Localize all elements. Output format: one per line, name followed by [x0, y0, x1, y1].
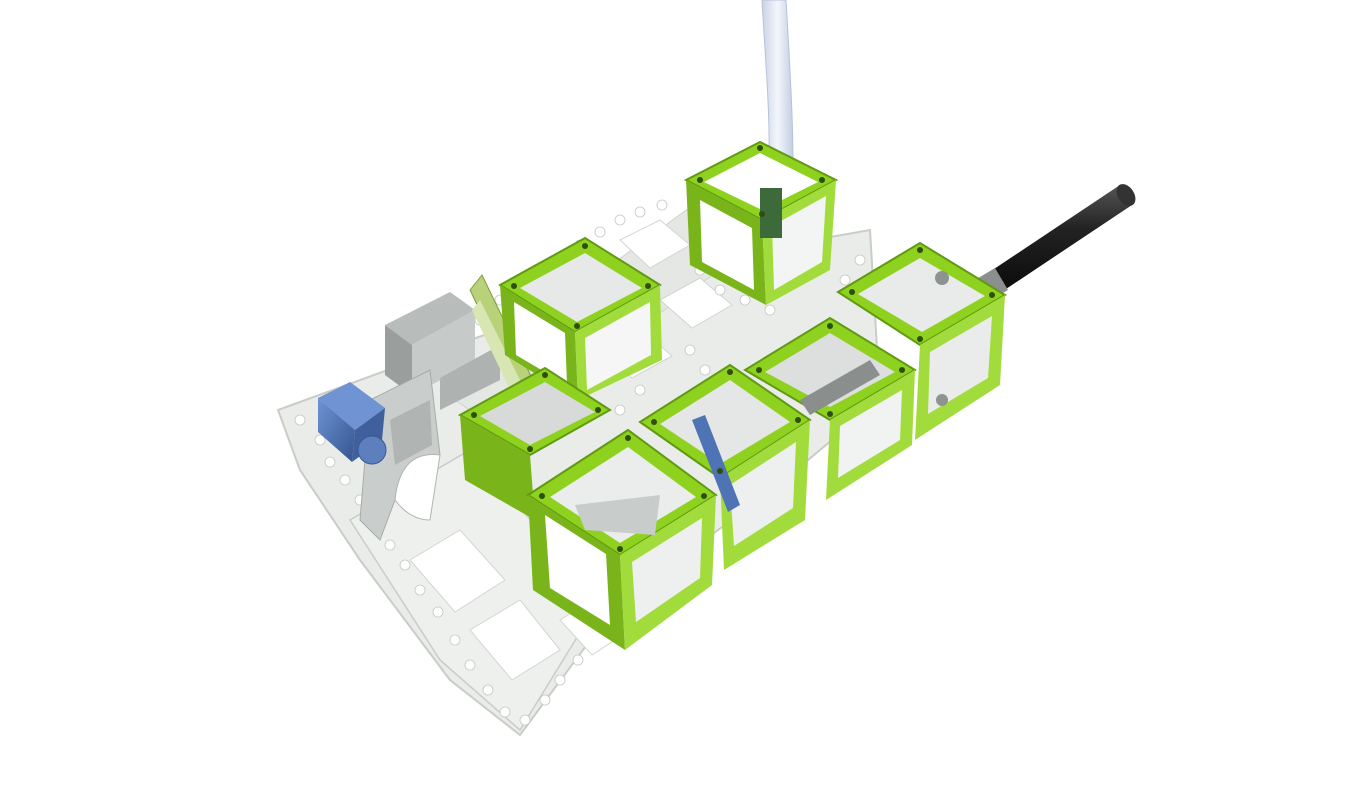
cube-top-fiber [683, 140, 839, 305]
cube-right-rod [836, 241, 1007, 440]
cube-front-right [743, 316, 917, 500]
cube-holes [471, 145, 995, 552]
cube-back-left [498, 236, 662, 400]
cube-left-mid [457, 366, 612, 520]
blue-motor-icon [318, 382, 387, 465]
cube-front-mid [638, 363, 812, 570]
black-rod-icon [975, 184, 1136, 302]
cube-front-left [526, 428, 718, 650]
